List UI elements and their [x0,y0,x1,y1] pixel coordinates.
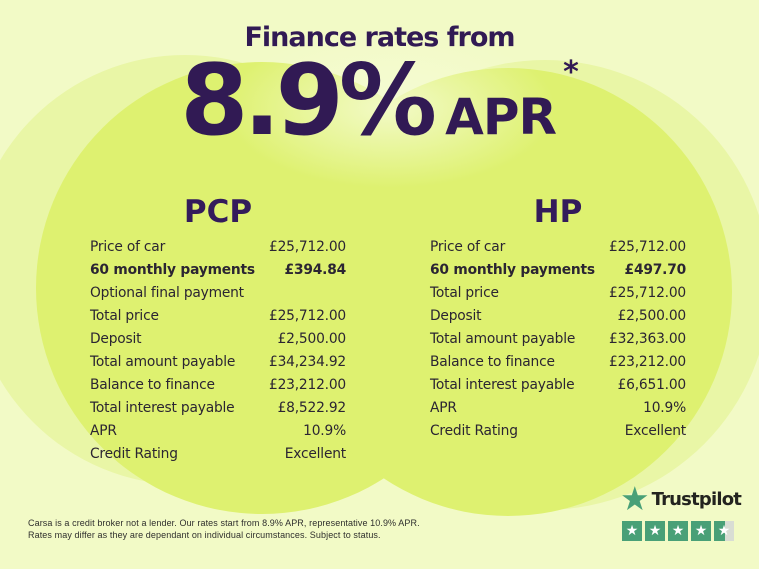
row-label: Balance to finance [430,354,555,370]
table-row: Total price £25,712.00 [90,308,346,331]
row-value: £25,712.00 [269,239,346,255]
trustpilot-rating-4-5-stars: ★ ★ ★ ★ ★ [622,521,734,541]
row-label: Deposit [90,331,142,347]
row-value: £23,212.00 [609,354,686,370]
star-icon: ★ [625,523,639,539]
table-row: Total amount payable £32,363.00 [430,331,686,354]
row-value: 10.9% [643,400,686,416]
row-label: Total interest payable [90,400,235,416]
row-label: Total price [430,285,499,301]
page-title: Finance rates from [244,22,515,53]
table-row: Price of car £25,712.00 [90,239,346,262]
row-value: £2,500.00 [617,308,687,324]
trustpilot-logo: ★ Trustpilot [620,479,750,518]
hp-heading: HP [533,194,583,230]
row-value: £8,522.92 [277,400,347,416]
row-label: Total interest payable [430,377,575,393]
star-icon: ★ [671,523,685,539]
star-icon: ★ [648,523,662,539]
table-row: APR 10.9% [90,423,346,446]
row-value: £497.70 [624,262,687,278]
star-box: ★ [691,521,711,541]
row-value: 10.9% [303,423,346,439]
star-box: ★ [645,521,665,541]
star-icon: ★ [694,523,708,539]
trustpilot-star-icon: ★ [620,479,650,518]
table-row: Balance to finance £23,212.00 [90,377,346,400]
table-row: Price of car £25,712.00 [430,239,686,262]
table-row: Total amount payable £34,234.92 [90,354,346,377]
row-label: 60 monthly payments [90,262,255,278]
row-label: Price of car [430,239,506,255]
rate-apr-label: APR [445,88,557,146]
hp-finance-table: HP Price of car £25,712.00 60 monthly pa… [430,194,686,446]
row-value: £25,712.00 [609,285,686,301]
row-value: £23,212.00 [269,377,346,393]
row-value: £2,500.00 [277,331,347,347]
table-row: 60 monthly payments £497.70 [430,262,686,285]
star-icon: ★ [717,523,731,539]
table-row: Credit Rating Excellent [430,423,686,446]
disclaimer-line-2: Rates may differ as they are dependant o… [28,530,381,540]
table-row: Total interest payable £8,522.92 [90,400,346,423]
table-row: Optional final payment [90,285,346,308]
row-value: £394.84 [284,262,347,278]
rate-headline: 8.9% APR * [0,52,759,150]
row-label: Price of car [90,239,166,255]
rate-value: 8.9% [180,44,437,158]
row-label: Optional final payment [90,285,244,301]
row-label: Deposit [430,308,482,324]
table-row: Total price £25,712.00 [430,285,686,308]
table-row: Total interest payable £6,651.00 [430,377,686,400]
row-value: £32,363.00 [609,331,686,347]
pcp-heading: PCP [183,194,253,230]
row-label: Total amount payable [430,331,576,347]
table-row: Deposit £2,500.00 [430,308,686,331]
table-row: 60 monthly payments £394.84 [90,262,346,285]
row-label: APR [90,423,117,439]
rate-asterisk: * [563,55,579,90]
star-box: ★ [622,521,642,541]
row-label: Total price [90,308,159,324]
table-row: Credit Rating Excellent [90,446,346,469]
disclaimer-line-1: Carsa is a credit broker not a lender. O… [28,518,420,528]
row-label: Credit Rating [430,423,518,439]
trustpilot-wordmark: Trustpilot [651,488,742,510]
row-value: £6,651.00 [617,377,687,393]
row-label: Balance to finance [90,377,215,393]
row-value: Excellent [624,423,686,439]
row-label: APR [430,400,457,416]
row-value: £34,234.92 [269,354,346,370]
row-label: Total amount payable [90,354,236,370]
row-label: 60 monthly payments [430,262,595,278]
pcp-finance-table: PCP Price of car £25,712.00 60 monthly p… [90,194,346,469]
star-box: ★ [668,521,688,541]
legal-disclaimer: Carsa is a credit broker not a lender. O… [28,517,448,541]
table-row: Balance to finance £23,212.00 [430,354,686,377]
table-row: APR 10.9% [430,400,686,423]
row-value: Excellent [284,446,346,462]
row-label: Credit Rating [90,446,178,462]
table-row: Deposit £2,500.00 [90,331,346,354]
row-value: £25,712.00 [609,239,686,255]
row-value: £25,712.00 [269,308,346,324]
star-box-half: ★ [714,521,734,541]
